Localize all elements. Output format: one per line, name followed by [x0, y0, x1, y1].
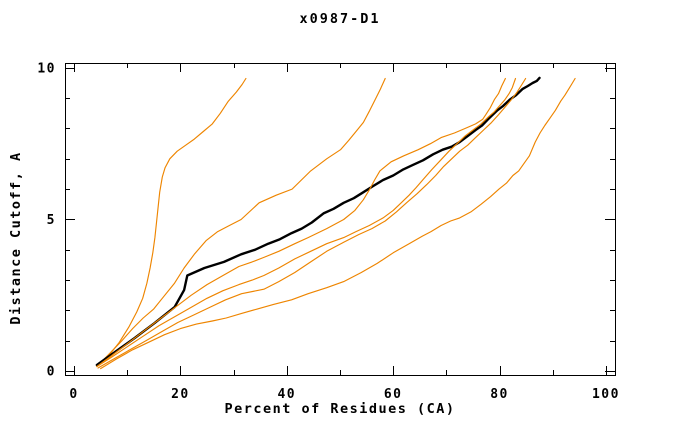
y-tick-label: 10 — [37, 61, 56, 76]
curve-orange-curve-2 — [96, 77, 386, 368]
x-tick-label: 100 — [592, 387, 620, 402]
y-axis-label: Distance Cutoff, A — [8, 151, 24, 324]
y-tick-label: 5 — [47, 213, 56, 228]
x-tick-label: 80 — [490, 387, 509, 402]
y-tick-label: 0 — [47, 365, 56, 380]
x-tick-label: 40 — [277, 387, 296, 402]
curve-orange-curve-4 — [96, 77, 517, 368]
x-tick-label: 0 — [69, 387, 78, 402]
curve-orange-curve-6 — [100, 77, 576, 370]
curve-orange-curve-3 — [96, 77, 506, 368]
x-axis-label: Percent of Residues (CA) — [224, 401, 456, 417]
curve-orange-curve-1 — [96, 77, 247, 368]
x-tick-label: 20 — [171, 387, 190, 402]
curve-orange-curve-5 — [97, 77, 527, 369]
x-tick-label: 60 — [384, 387, 403, 402]
chart-title: x0987-D1 — [299, 11, 381, 27]
curve-black-curve — [95, 76, 541, 367]
